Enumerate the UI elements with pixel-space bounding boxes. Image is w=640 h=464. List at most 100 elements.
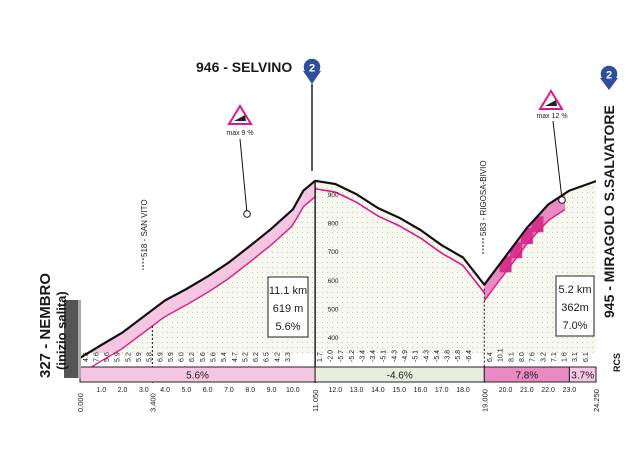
start-note: (inizio salita): [54, 291, 69, 370]
elevation-tick-label: 900: [328, 192, 339, 199]
profile-line: [79, 179, 597, 359]
start-label: 327 - NEMBRO: [37, 273, 54, 378]
km-tick-label: 1.0: [96, 387, 106, 394]
descent-edge: [314, 188, 485, 294]
segment-gradient-label: -5.7: [338, 350, 345, 362]
segment-gradient-label: 5.9: [115, 352, 122, 362]
segment-gradient-label: 8.1: [508, 352, 515, 362]
segment-gradient-label: -4.3: [391, 350, 398, 362]
km-tick-label: 8.0: [245, 387, 255, 394]
climb-band-segment: [510, 242, 523, 259]
segment-gradient-label: 6.2: [253, 352, 260, 362]
climb-band-segment: [531, 216, 544, 233]
km-tick-label: 20.0: [499, 387, 513, 394]
segment-gradient-label: 6.9: [157, 352, 164, 362]
segment-gradient-label: -3.8: [445, 350, 452, 362]
km-tick-label: 18.0: [456, 387, 470, 394]
rigosa-label: 583 - RIGOSA-BIVIO: [479, 160, 488, 236]
segment-gradient-label: 10.1: [498, 348, 505, 362]
segment-gradient-label: 8.0: [519, 352, 526, 362]
km-tick-label: 10.0: [286, 387, 300, 394]
segment-gradient-label: 5.2: [242, 352, 249, 362]
km-marker-label: 19.000: [480, 389, 489, 412]
start-base-block: [64, 300, 80, 378]
segment-gradient-label: -5.1: [413, 350, 420, 362]
climb-band-edge: [483, 208, 566, 302]
segment-gradient-label: 6.2: [189, 352, 196, 362]
km-tick-label: 16.0: [414, 387, 428, 394]
km-tick-label: 22.0: [541, 387, 555, 394]
segment-gradient-label: -5.2: [349, 350, 356, 362]
km-marker-label: 0.000: [76, 393, 85, 412]
svg-text:max 12 %: max 12 %: [536, 113, 567, 120]
km-tick-label: 12.0: [329, 387, 343, 394]
segment-gradient-label: 6.0: [179, 352, 186, 362]
segment-gradient-label: 5.9: [136, 352, 143, 362]
elevation-tick-label: 500: [328, 306, 339, 313]
svg-text:max 9 %: max 9 %: [226, 130, 253, 137]
segment-gradient-label: -2.0: [328, 350, 335, 362]
svg-text:11.1 km: 11.1 km: [269, 285, 307, 297]
km-marker-label: 24.250: [592, 389, 601, 412]
km-tick-label: 14.0: [371, 387, 385, 394]
profile-dot-grid: [80, 180, 596, 358]
rcs-logo: RCS: [612, 353, 622, 372]
category-badge-1: 2: [302, 57, 322, 84]
segment-gradient-label: 5.9: [168, 352, 175, 362]
sector-gradient-label: 3.7%: [571, 371, 594, 382]
start-base-edge: [78, 300, 81, 378]
svg-text:2: 2: [606, 70, 612, 82]
km-tick-label: 9.0: [267, 387, 277, 394]
km-tick-label: 2.0: [118, 387, 128, 394]
elevation-tick-label: 700: [328, 249, 339, 256]
segment-gradient-label: 5.6: [104, 352, 111, 362]
svg-text:5.2 km: 5.2 km: [558, 284, 591, 296]
climb-band-edge: [79, 196, 316, 375]
climb-band: [484, 193, 566, 301]
km-tick-label: 23.0: [563, 387, 577, 394]
segment-gradient-label: 4.7: [232, 352, 239, 362]
climb-band-segment: [499, 256, 512, 273]
climb-band: [80, 180, 316, 358]
segment-gradient-label: 4.2: [274, 352, 281, 362]
segment-gradient-label: 1.7: [317, 352, 324, 362]
segment-gradient-label: -4.9: [402, 350, 409, 362]
segment-gradient-label: -3.4: [359, 350, 366, 362]
svg-text:619 m: 619 m: [273, 303, 304, 315]
segment-gradient-label: 5.8: [147, 352, 154, 362]
km-tick-label: 17.0: [435, 387, 449, 394]
elevation-tick-label: 800: [328, 221, 339, 228]
segment-gradient-label: 6.4: [487, 352, 494, 362]
elevation-tick-label: 600: [328, 278, 339, 285]
segment-gradient-label: 4.5: [83, 352, 90, 362]
climb-1-summary: 11.1 km 619 m 5.6%: [267, 276, 309, 338]
km-tick-label: 3.0: [139, 387, 149, 394]
sector-gradient-label: 7.8%: [515, 371, 538, 382]
segment-gradient-label: 5.4: [221, 352, 228, 362]
km-tick-label: 5.0: [182, 387, 192, 394]
elevation-tick-label: 400: [328, 335, 339, 342]
km-marker-label: 3.400: [148, 393, 157, 412]
segment-gradient-label: 5.6: [211, 352, 218, 362]
svg-text:362m: 362m: [561, 302, 589, 314]
segment-gradient-label: -5.4: [434, 350, 441, 362]
km-tick-label: 15.0: [392, 387, 406, 394]
km-tick-label: 13.0: [350, 387, 364, 394]
km-tick-label: 7.0: [224, 387, 234, 394]
sector-gradient-label: -4.6%: [387, 371, 413, 382]
climb-2-summary: 5.2 km 362m 7.0%: [555, 275, 595, 337]
max-gradient-sign-1: max 9 %: [226, 104, 254, 218]
segment-gradient-label: 7.6: [530, 352, 537, 362]
km-marker-label: 11.050: [311, 390, 320, 412]
climb-band-segment: [520, 228, 533, 245]
segment-gradient-label: 3.3: [285, 352, 292, 362]
segment-gradient-label: 6.5: [264, 352, 271, 362]
summit-1-label: 946 - SELVINO: [196, 59, 292, 75]
km-tick-label: 4.0: [160, 387, 170, 394]
segment-gradient-label: 7.1: [551, 352, 558, 362]
km-tick-label: 6.0: [203, 387, 213, 394]
segment-gradient-label: -3.4: [370, 350, 377, 362]
km-tick-label: 21.0: [520, 387, 534, 394]
summit-2-label: 945 - MIRAGOLO S.SALVATORE: [601, 105, 617, 318]
